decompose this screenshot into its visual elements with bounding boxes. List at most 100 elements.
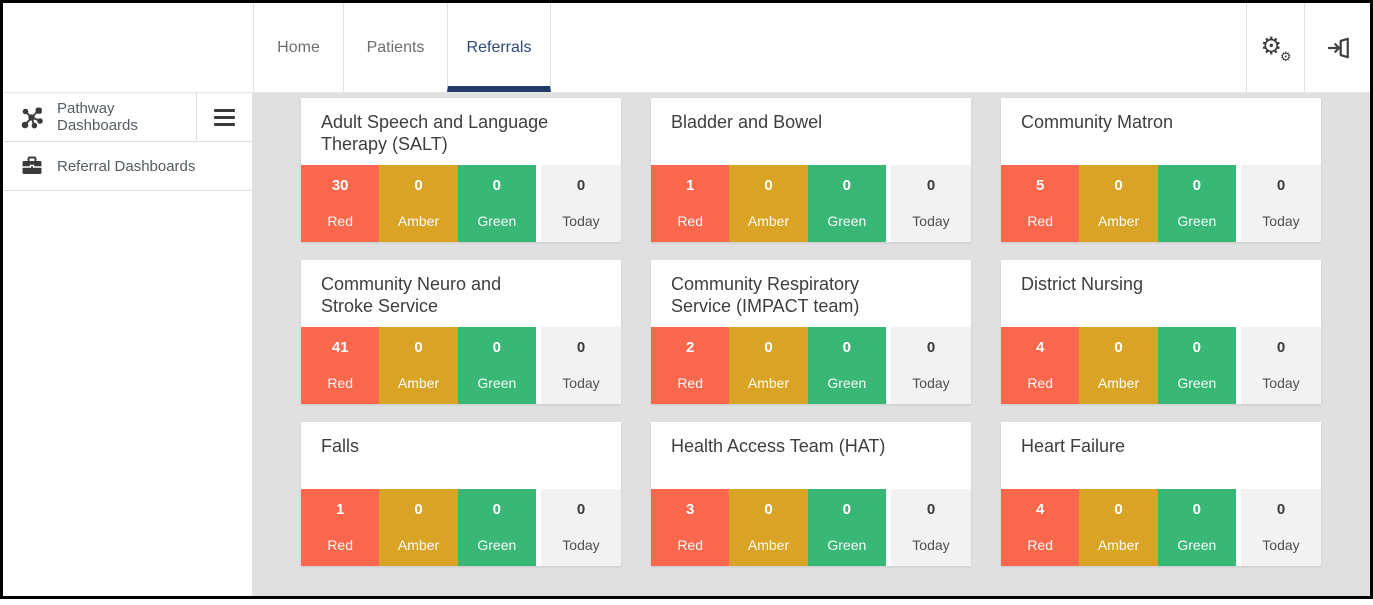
referral-card[interactable]: Community Neuro and Stroke Service 41 Re… xyxy=(301,260,621,404)
amber-count: 0 xyxy=(764,501,773,518)
referral-card[interactable]: District Nursing 4 Red 0 Amber 0 Green 0… xyxy=(1001,260,1321,404)
card-title: Health Access Team (HAT) xyxy=(671,436,886,456)
green-count: 0 xyxy=(842,177,851,194)
red-count: 3 xyxy=(685,501,695,518)
green-count: 0 xyxy=(842,501,851,518)
stat-amber: 0 Amber xyxy=(729,165,808,242)
referral-card[interactable]: Falls 1 Red 0 Amber 0 Green 0 Today xyxy=(301,422,621,566)
cards-grid: Adult Speech and Language Therapy (SALT)… xyxy=(253,93,1370,596)
stat-red: 4 Red xyxy=(1001,327,1080,404)
stat-today: 0 Today xyxy=(540,489,621,566)
today-label: Today xyxy=(1262,375,1300,391)
stat-green: 0 Green xyxy=(807,165,886,242)
amber-label: Amber xyxy=(397,213,440,229)
red-count: 4 xyxy=(1035,339,1045,356)
red-count: 30 xyxy=(331,177,349,194)
stat-amber: 0 Amber xyxy=(379,327,458,404)
stat-red: 4 Red xyxy=(1001,489,1080,566)
nav-tabs: Home Patients Referrals xyxy=(253,3,551,92)
green-label: Green xyxy=(1177,375,1217,391)
red-label: Red xyxy=(1027,375,1053,391)
referral-card[interactable]: Health Access Team (HAT) 3 Red 0 Amber 0… xyxy=(651,422,971,566)
amber-count: 0 xyxy=(764,177,773,194)
today-label: Today xyxy=(912,537,950,553)
card-stats: 1 Red 0 Amber 0 Green 0 Today xyxy=(651,165,971,242)
stat-green: 0 Green xyxy=(1157,165,1236,242)
card-stats: 4 Red 0 Amber 0 Green 0 Today xyxy=(1001,327,1321,404)
green-label: Green xyxy=(1177,537,1217,553)
card-title: Heart Failure xyxy=(1021,436,1126,456)
stat-today: 0 Today xyxy=(540,327,621,404)
card-stats: 1 Red 0 Amber 0 Green 0 Today xyxy=(301,489,621,566)
pathway-icon xyxy=(19,105,45,129)
amber-label: Amber xyxy=(747,375,790,391)
red-label: Red xyxy=(327,213,353,229)
amber-label: Amber xyxy=(747,537,790,553)
sidebar-item-pathway-dashboards[interactable]: Pathway Dashboards xyxy=(3,93,252,142)
green-label: Green xyxy=(1177,213,1217,229)
stat-red: 5 Red xyxy=(1001,165,1080,242)
card-title: Bladder and Bowel xyxy=(671,112,823,132)
referral-card[interactable]: Community Matron 5 Red 0 Amber 0 Green 0… xyxy=(1001,98,1321,242)
red-label: Red xyxy=(1027,537,1053,553)
sign-out-button[interactable] xyxy=(1304,3,1370,92)
red-label: Red xyxy=(327,375,353,391)
stat-today: 0 Today xyxy=(1240,489,1321,566)
stat-red: 1 Red xyxy=(301,489,380,566)
stat-red: 2 Red xyxy=(651,327,730,404)
red-count: 4 xyxy=(1035,501,1045,518)
tab-referrals[interactable]: Referrals xyxy=(447,3,551,92)
red-count: 5 xyxy=(1035,177,1045,194)
red-label: Red xyxy=(677,537,703,553)
stat-green: 0 Green xyxy=(1157,489,1236,566)
referral-card[interactable]: Adult Speech and Language Therapy (SALT)… xyxy=(301,98,621,242)
referral-card[interactable]: Community Respiratory Service (IMPACT te… xyxy=(651,260,971,404)
red-count: 1 xyxy=(685,177,695,194)
green-count: 0 xyxy=(1192,501,1201,518)
amber-count: 0 xyxy=(1114,177,1123,194)
stat-green: 0 Green xyxy=(457,327,536,404)
today-count: 0 xyxy=(1276,339,1286,356)
card-stats: 30 Red 0 Amber 0 Green 0 Today xyxy=(301,165,621,242)
sign-out-icon xyxy=(1325,35,1351,61)
stat-amber: 0 Amber xyxy=(1079,327,1158,404)
card-stats: 3 Red 0 Amber 0 Green 0 Today xyxy=(651,489,971,566)
stat-green: 0 Green xyxy=(457,165,536,242)
green-count: 0 xyxy=(492,177,501,194)
settings-button[interactable]: ⚙ ⚙ xyxy=(1246,3,1304,92)
today-label: Today xyxy=(562,213,600,229)
tab-home[interactable]: Home xyxy=(253,3,343,92)
stat-today: 0 Today xyxy=(540,165,621,242)
today-count: 0 xyxy=(926,339,936,356)
today-label: Today xyxy=(912,375,950,391)
card-title: Community Neuro and Stroke Service xyxy=(321,274,502,316)
green-label: Green xyxy=(827,375,867,391)
referral-card[interactable]: Heart Failure 4 Red 0 Amber 0 Green 0 To… xyxy=(1001,422,1321,566)
today-count: 0 xyxy=(926,501,936,518)
amber-count: 0 xyxy=(1114,501,1123,518)
tab-patients[interactable]: Patients xyxy=(343,3,447,92)
amber-count: 0 xyxy=(414,177,423,194)
amber-label: Amber xyxy=(1097,375,1140,391)
stat-today: 0 Today xyxy=(890,489,971,566)
amber-label: Amber xyxy=(747,213,790,229)
stat-green: 0 Green xyxy=(457,489,536,566)
green-count: 0 xyxy=(492,501,501,518)
red-label: Red xyxy=(327,537,353,553)
sidebar-item-referral-dashboards[interactable]: Referral Dashboards xyxy=(3,142,252,191)
referral-card[interactable]: Bladder and Bowel 1 Red 0 Amber 0 Green … xyxy=(651,98,971,242)
card-stats: 5 Red 0 Amber 0 Green 0 Today xyxy=(1001,165,1321,242)
green-count: 0 xyxy=(842,339,851,356)
today-count: 0 xyxy=(1276,177,1286,194)
tab-home-label: Home xyxy=(277,38,320,56)
sidebar-menu-toggle[interactable] xyxy=(196,93,252,141)
stat-amber: 0 Amber xyxy=(729,327,808,404)
card-title: Community Matron xyxy=(1021,112,1174,132)
card-title: Adult Speech and Language Therapy (SALT) xyxy=(321,112,549,154)
red-label: Red xyxy=(677,213,703,229)
tab-referrals-label: Referrals xyxy=(466,38,532,56)
amber-label: Amber xyxy=(397,375,440,391)
today-label: Today xyxy=(912,213,950,229)
stat-green: 0 Green xyxy=(807,327,886,404)
